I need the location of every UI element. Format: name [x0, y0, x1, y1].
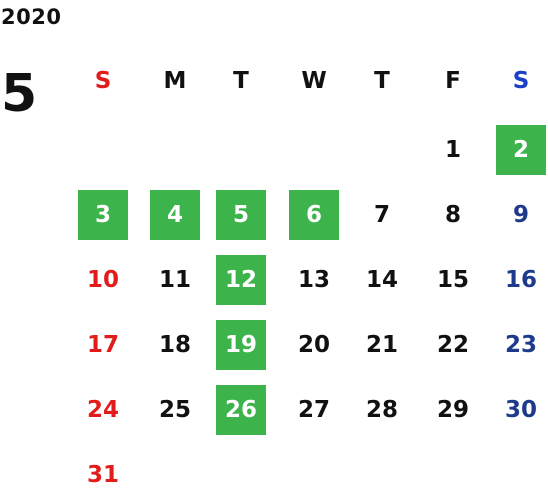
day-cell-23[interactable]: 23 — [504, 332, 537, 358]
day-cell-28[interactable]: 28 — [365, 397, 398, 423]
weekday-sunday: S — [94, 68, 112, 94]
day-cell-15[interactable]: 15 — [436, 267, 469, 293]
day-cell-26[interactable]: 26 — [216, 385, 266, 435]
weekday-saturday: S — [512, 68, 530, 94]
day-cell-10[interactable]: 10 — [86, 267, 119, 293]
day-cell-16[interactable]: 16 — [504, 267, 537, 293]
weekday-thursday: T — [374, 68, 390, 94]
day-cell-6[interactable]: 6 — [289, 190, 339, 240]
weekday-monday: M — [163, 68, 187, 94]
weekday-friday: F — [445, 68, 461, 94]
day-cell-27[interactable]: 27 — [297, 397, 330, 423]
day-cell-25[interactable]: 25 — [158, 397, 191, 423]
day-cell-22[interactable]: 22 — [436, 332, 469, 358]
day-cell-21[interactable]: 21 — [365, 332, 398, 358]
day-cell-29[interactable]: 29 — [436, 397, 469, 423]
day-cell-5[interactable]: 5 — [216, 190, 266, 240]
day-cell-3[interactable]: 3 — [78, 190, 128, 240]
weekday-tuesday: T — [233, 68, 249, 94]
day-cell-20[interactable]: 20 — [297, 332, 330, 358]
weekday-wednesday: W — [301, 68, 327, 94]
day-cell-1[interactable]: 1 — [444, 137, 461, 163]
day-cell-17[interactable]: 17 — [86, 332, 119, 358]
day-cell-24[interactable]: 24 — [86, 397, 119, 423]
day-cell-31[interactable]: 31 — [86, 462, 119, 488]
day-cell-19[interactable]: 19 — [216, 320, 266, 370]
year-label: 2020 — [1, 5, 62, 29]
day-cell-4[interactable]: 4 — [150, 190, 200, 240]
day-cell-11[interactable]: 11 — [158, 267, 191, 293]
day-cell-9[interactable]: 9 — [512, 202, 529, 228]
day-cell-7[interactable]: 7 — [373, 202, 390, 228]
day-cell-13[interactable]: 13 — [297, 267, 330, 293]
month-number: 5 — [1, 64, 38, 124]
day-cell-18[interactable]: 18 — [158, 332, 191, 358]
day-cell-12[interactable]: 12 — [216, 255, 266, 305]
day-cell-30[interactable]: 30 — [504, 397, 537, 423]
day-cell-2[interactable]: 2 — [496, 125, 546, 175]
day-cell-8[interactable]: 8 — [444, 202, 461, 228]
day-cell-14[interactable]: 14 — [365, 267, 398, 293]
